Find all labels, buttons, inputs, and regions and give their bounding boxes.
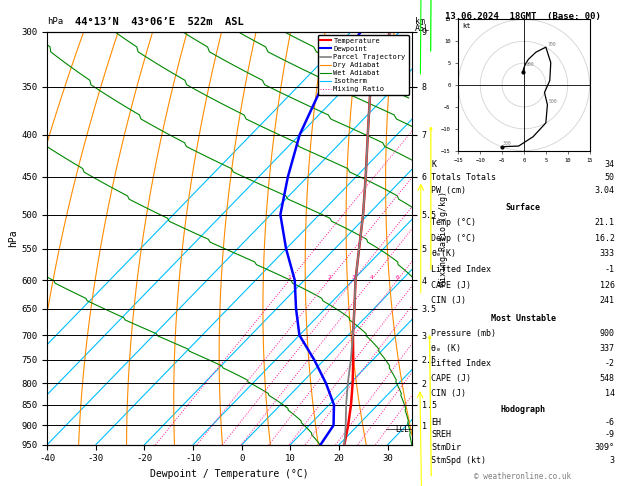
Text: LCL: LCL	[396, 425, 409, 434]
Legend: Temperature, Dewpoint, Parcel Trajectory, Dry Adiabat, Wet Adiabat, Isotherm, Mi: Temperature, Dewpoint, Parcel Trajectory…	[318, 35, 408, 95]
Text: 16.2: 16.2	[595, 234, 615, 243]
Text: Dewp (°C): Dewp (°C)	[431, 234, 476, 243]
Text: -2: -2	[604, 359, 615, 368]
Text: 44°13’N  43°06’E  522m  ASL: 44°13’N 43°06’E 522m ASL	[75, 17, 244, 27]
Text: 21.1: 21.1	[595, 218, 615, 227]
Text: km: km	[415, 17, 425, 26]
Text: 4: 4	[369, 275, 373, 280]
Y-axis label: hPa: hPa	[9, 229, 18, 247]
Text: 14: 14	[604, 389, 615, 398]
Text: 2: 2	[327, 275, 331, 280]
Text: 548: 548	[599, 374, 615, 383]
Text: 337: 337	[599, 344, 615, 353]
Text: 13.06.2024  18GMT  (Base: 00): 13.06.2024 18GMT (Base: 00)	[445, 12, 601, 21]
Text: Lifted Index: Lifted Index	[431, 265, 491, 274]
Text: 500: 500	[548, 100, 557, 104]
Text: 900: 900	[525, 62, 534, 67]
Text: ASL: ASL	[415, 24, 430, 34]
Text: EH: EH	[431, 418, 442, 427]
Text: 3: 3	[610, 456, 615, 465]
Text: K: K	[431, 160, 437, 169]
Text: Temp (°C): Temp (°C)	[431, 218, 476, 227]
Y-axis label: Mixing Ratio (g/kg): Mixing Ratio (g/kg)	[440, 191, 448, 286]
Text: 700: 700	[547, 42, 556, 47]
Text: 309°: 309°	[595, 443, 615, 452]
Text: StmDir: StmDir	[431, 443, 461, 452]
Text: 34: 34	[604, 160, 615, 169]
Text: 241: 241	[599, 296, 615, 305]
Text: -9: -9	[604, 431, 615, 439]
Text: CAPE (J): CAPE (J)	[431, 374, 471, 383]
Text: 3: 3	[352, 275, 355, 280]
Text: 126: 126	[599, 281, 615, 290]
Text: hPa: hPa	[47, 17, 64, 26]
Text: 1: 1	[287, 275, 291, 280]
Text: 3.04: 3.04	[595, 186, 615, 195]
Text: Most Unstable: Most Unstable	[491, 314, 555, 323]
Text: 333: 333	[599, 249, 615, 259]
X-axis label: Dewpoint / Temperature (°C): Dewpoint / Temperature (°C)	[150, 469, 309, 479]
Text: θₑ(K): θₑ(K)	[431, 249, 456, 259]
Text: 50: 50	[604, 173, 615, 182]
Text: -6: -6	[604, 418, 615, 427]
Text: 900: 900	[599, 329, 615, 338]
Text: CIN (J): CIN (J)	[431, 389, 466, 398]
Text: θₑ (K): θₑ (K)	[431, 344, 461, 353]
Text: 300: 300	[503, 141, 511, 146]
Text: PW (cm): PW (cm)	[431, 186, 466, 195]
Text: 6: 6	[396, 275, 399, 280]
Text: -1: -1	[604, 265, 615, 274]
Text: kt: kt	[463, 23, 471, 29]
Text: Pressure (mb): Pressure (mb)	[431, 329, 496, 338]
Text: CAPE (J): CAPE (J)	[431, 281, 471, 290]
Text: SREH: SREH	[431, 431, 451, 439]
Text: © weatheronline.co.uk: © weatheronline.co.uk	[474, 472, 572, 481]
Text: Surface: Surface	[506, 203, 540, 211]
Text: Hodograph: Hodograph	[501, 405, 545, 414]
Text: Lifted Index: Lifted Index	[431, 359, 491, 368]
Text: StmSpd (kt): StmSpd (kt)	[431, 456, 486, 465]
Text: Totals Totals: Totals Totals	[431, 173, 496, 182]
Text: CIN (J): CIN (J)	[431, 296, 466, 305]
